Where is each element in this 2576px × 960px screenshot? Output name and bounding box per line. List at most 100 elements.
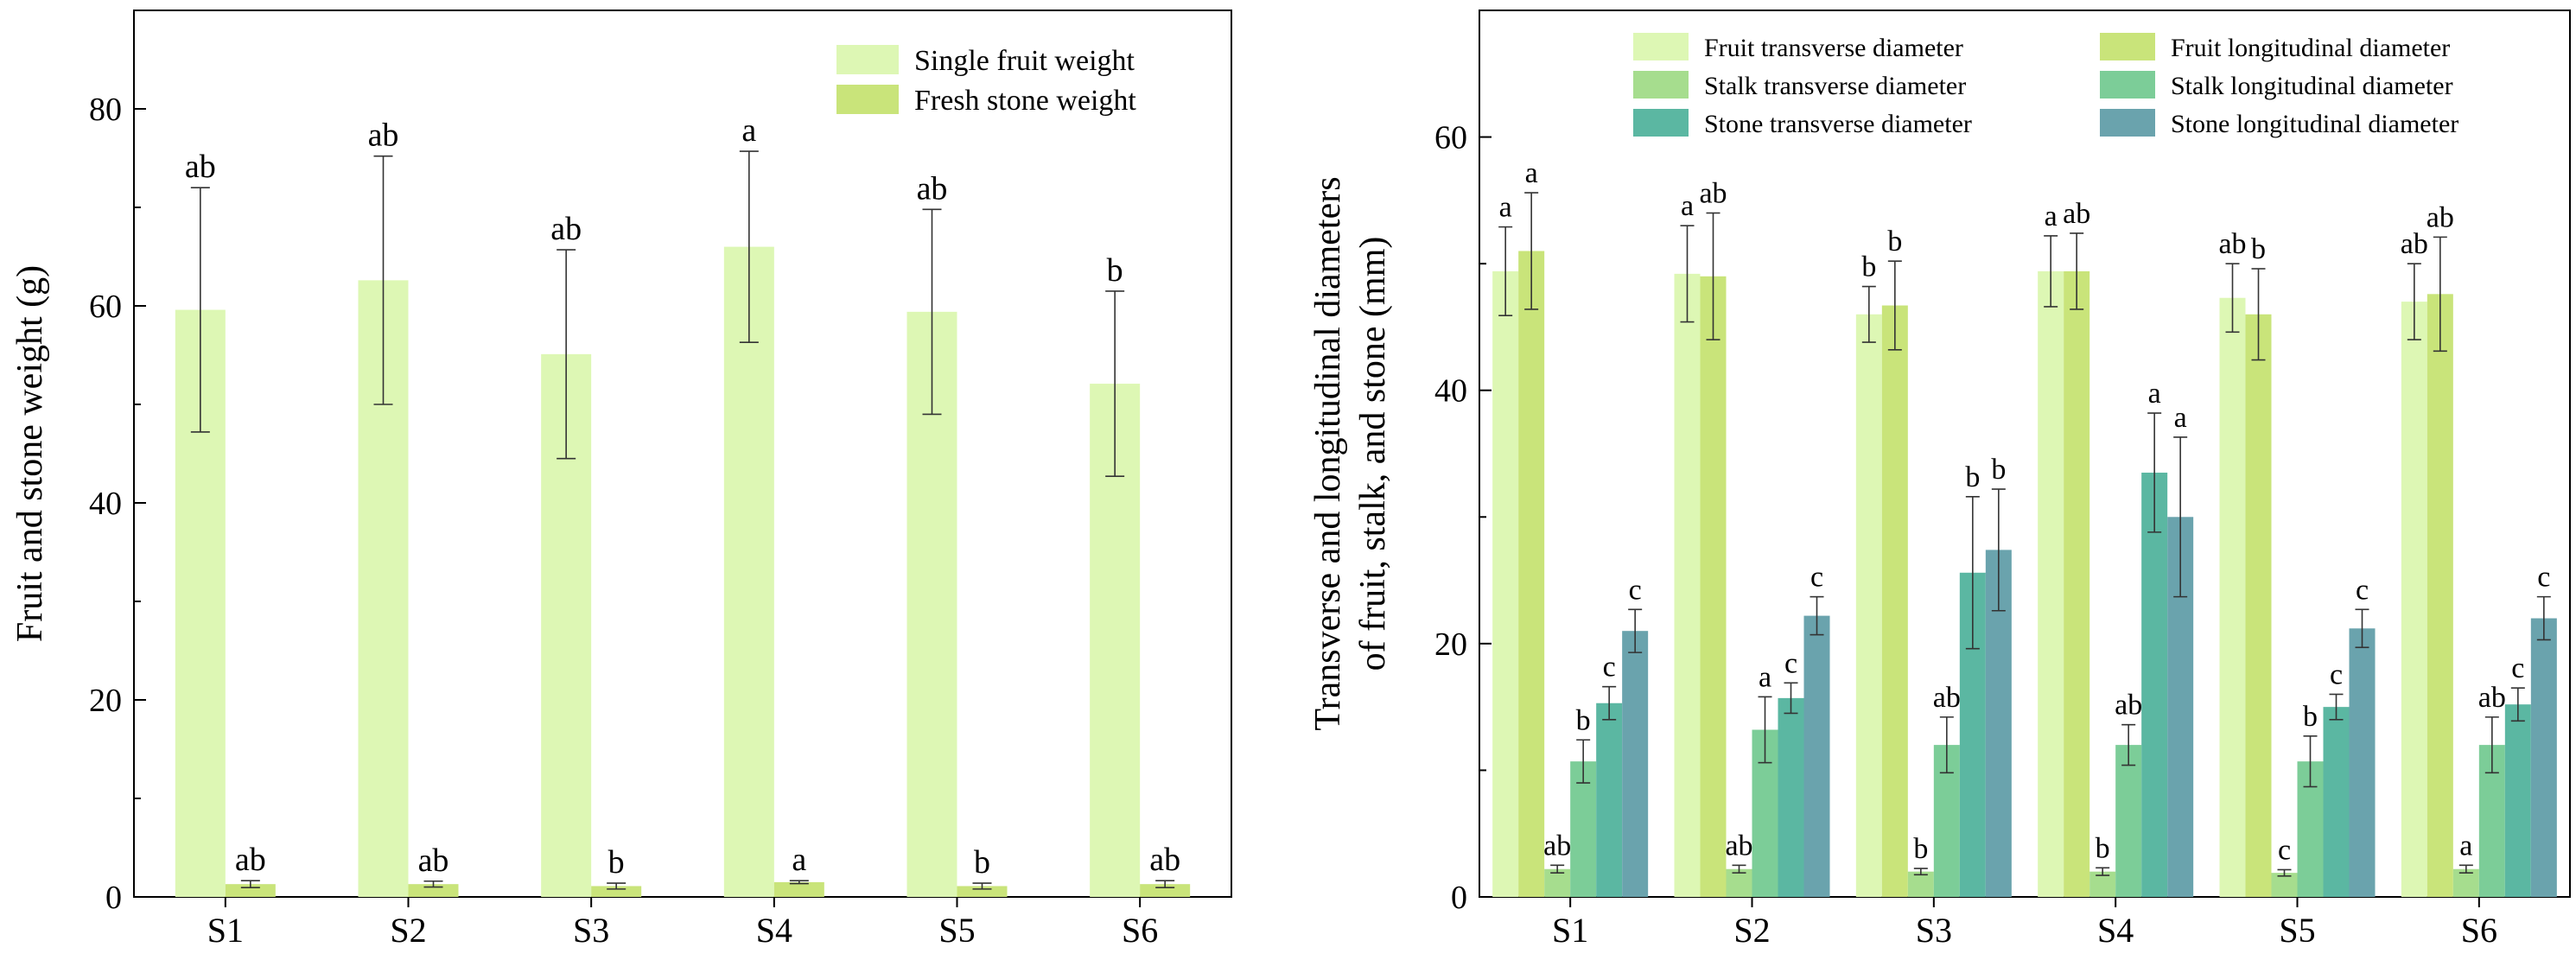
x-tick-label: S3 [573, 911, 609, 950]
bar [2245, 314, 2272, 897]
x-tick-label: S4 [756, 911, 792, 950]
legend-item: Stalk longitudinal diameter [2100, 71, 2453, 100]
significance-letter: ab [2478, 682, 2506, 714]
legend-swatch [2100, 33, 2155, 60]
legend-item: Stalk transverse diameter [1633, 71, 1966, 100]
y-tick-label: 20 [1434, 626, 1467, 663]
legend: Single fruit weight Fresh stone weight [836, 45, 1136, 117]
x-tick-label: S4 [2097, 911, 2134, 950]
bar [2530, 618, 2557, 897]
y-axis-label-line2: of fruit, stalk, and stone (mm) [1353, 237, 1393, 671]
bar [2141, 472, 2168, 897]
bar [2427, 294, 2453, 897]
significance-letter: ab [235, 842, 266, 878]
x-tick-label: S5 [938, 911, 975, 950]
significance-letter: c [1603, 652, 1616, 683]
significance-letter: b [2096, 832, 2110, 864]
x-tick-label: S2 [1733, 911, 1770, 950]
legend-label: Fruit longitudinal diameter [2171, 34, 2450, 62]
bar [1700, 276, 1727, 897]
series-stalk-transverse-diameter: ab ab b b c a [1543, 830, 2479, 897]
legend-swatch [2100, 109, 2155, 137]
significance-letter: ab [2218, 228, 2246, 260]
significance-letter: a [792, 842, 806, 878]
legend-label: Stone longitudinal diameter [2171, 110, 2458, 138]
bar [2323, 707, 2350, 897]
legend-label: Single fruit weight [914, 45, 1135, 77]
bar [1803, 615, 1830, 897]
bar [1907, 871, 1934, 897]
significance-letter: c [1629, 574, 1642, 606]
significance-letter: b [1107, 252, 1123, 289]
significance-letter: ab [418, 842, 449, 879]
bar [225, 884, 276, 897]
legend-item: Fruit longitudinal diameter [2100, 33, 2450, 62]
legend-item: Fresh stone weight [836, 85, 1136, 117]
significance-letter: ab [2063, 198, 2090, 230]
significance-letter: ab [2401, 228, 2428, 260]
significance-letter: ab [917, 170, 948, 207]
significance-letter: c [1784, 647, 1797, 679]
x-tick-label: S1 [207, 911, 244, 950]
x-tick-label: S5 [2279, 911, 2315, 950]
significance-letter: ab [1149, 842, 1180, 878]
bar [1881, 305, 1908, 897]
bar [1492, 270, 1519, 897]
significance-letter: b [1576, 704, 1591, 736]
significance-letter: a [2148, 378, 2161, 410]
bar [1778, 697, 1804, 897]
legend-swatch [1633, 33, 1689, 60]
legend-swatch [836, 85, 899, 114]
bar [723, 246, 774, 898]
bar [2271, 873, 2298, 897]
significance-letter: a [1499, 192, 1512, 224]
significance-letter: b [1913, 833, 1928, 865]
x-tick-label: S6 [1122, 911, 1158, 950]
series-single-fruit-weight: ab ab ab a ab b [175, 112, 1141, 898]
bar [1674, 273, 1701, 898]
series-fresh-stone-weight: ab ab b a b ab [225, 842, 1191, 897]
bar [2401, 302, 2427, 898]
y-tick-label: 80 [89, 92, 122, 128]
x-tick-label: S2 [390, 911, 426, 950]
legend-label: Fruit transverse diameter [1704, 34, 1963, 62]
diameter-chart: Transverse and longitudinal diameters of… [1308, 10, 2571, 950]
legend-swatch [1633, 109, 1689, 137]
significance-letter: ab [1933, 682, 1961, 714]
bar [2038, 270, 2064, 897]
significance-letter: a [1759, 661, 1771, 693]
x-tick-label: S3 [1916, 911, 1952, 950]
legend-item: Stone longitudinal diameter [2100, 109, 2458, 138]
y-axis-label: Fruit and stone weight (g) [10, 265, 50, 642]
significance-letter: ab [550, 211, 582, 247]
bar [591, 886, 642, 897]
significance-letter: b [974, 844, 990, 881]
significance-letter: b [1991, 454, 2006, 486]
legend-label: Stone transverse diameter [1704, 110, 1972, 138]
significance-letter: a [1681, 190, 1694, 222]
y-tick-label: 0 [105, 880, 122, 916]
significance-letter: c [1810, 562, 1823, 594]
significance-letter: c [2278, 834, 2291, 866]
significance-letter: c [2511, 652, 2524, 684]
significance-letter: a [2459, 830, 2472, 861]
bar [957, 886, 1008, 897]
bar [1140, 884, 1191, 897]
significance-letter: b [2251, 233, 2266, 265]
significance-letter: a [1525, 157, 1538, 189]
bar [2219, 297, 2246, 897]
legend-item: Stone transverse diameter [1633, 109, 1972, 138]
y-tick-label: 40 [89, 486, 122, 522]
plot-frame [133, 10, 1232, 898]
bar [1622, 631, 1649, 897]
significance-letter: c [2356, 574, 2369, 606]
y-tick-label: 40 [1434, 373, 1467, 410]
bar [2115, 745, 2142, 897]
significance-letter: b [1887, 226, 1902, 257]
x-axis: S1 S2 S3 S4 S5 S6 [207, 897, 1158, 950]
